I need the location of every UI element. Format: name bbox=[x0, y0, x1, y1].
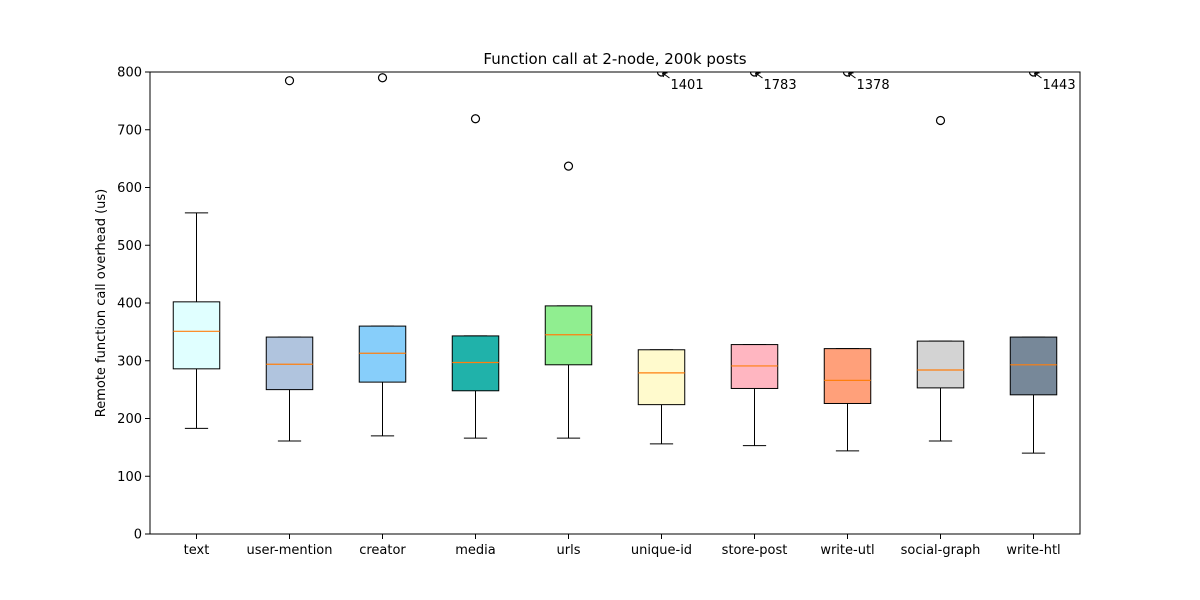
annotation-arrow bbox=[755, 72, 763, 79]
annotation-arrowhead bbox=[848, 72, 854, 78]
box-write-htl bbox=[1009, 336, 1058, 396]
plot-area: 0 100 200 300 400 500 600 700 800 text user-mentio… bbox=[117, 66, 1075, 559]
annotation-arrow bbox=[1034, 72, 1042, 79]
x-tick-label: creator bbox=[359, 543, 406, 558]
box-creator bbox=[358, 325, 407, 383]
annotation-arrowhead bbox=[662, 72, 668, 78]
outlier-point bbox=[563, 161, 574, 171]
x-tick-label: write-htl bbox=[1006, 543, 1060, 558]
x-tick-label: urls bbox=[557, 543, 581, 558]
box-text bbox=[172, 301, 221, 370]
outlier-point bbox=[470, 114, 481, 124]
outlier-point bbox=[284, 76, 295, 86]
box-write-utl bbox=[823, 348, 872, 404]
annotation-arrowhead bbox=[755, 72, 761, 78]
x-tick-label: media bbox=[455, 543, 496, 558]
y-tick-label: 400 bbox=[117, 297, 142, 312]
x-tick-label: write-utl bbox=[820, 543, 874, 558]
annotation-label: 1378 bbox=[857, 78, 890, 93]
y-tick-label: 0 bbox=[134, 528, 142, 543]
chart-title: Function call at 2-node, 200k posts bbox=[483, 50, 746, 68]
box-social-graph bbox=[916, 340, 965, 389]
x-tick-label: store-post bbox=[722, 543, 788, 558]
y-tick-label: 800 bbox=[117, 66, 142, 81]
x-tick-label: text bbox=[184, 543, 210, 558]
annotation-arrowhead bbox=[1034, 72, 1040, 78]
y-tick-label: 700 bbox=[117, 123, 142, 138]
box-user-mention bbox=[265, 336, 314, 391]
outlier-point bbox=[377, 73, 388, 83]
annotation-label: 1783 bbox=[764, 78, 797, 93]
y-tick-label: 300 bbox=[117, 354, 142, 369]
y-tick-label: 500 bbox=[117, 239, 142, 254]
y-tick-label: 600 bbox=[117, 181, 142, 196]
box-unique-id bbox=[637, 349, 686, 406]
y-tick-label: 100 bbox=[117, 470, 142, 485]
y-axis-label: Remote function call overhead (us) bbox=[94, 189, 109, 418]
annotation-label: 1401 bbox=[671, 78, 704, 93]
annotation-label: 1443 bbox=[1043, 78, 1076, 93]
x-tick-label: social-graph bbox=[901, 543, 981, 558]
x-tick-label: user-mention bbox=[246, 543, 332, 558]
outlier-point bbox=[935, 115, 946, 126]
annotation-arrow bbox=[848, 72, 856, 79]
annotation-arrow bbox=[662, 72, 670, 79]
box-media bbox=[451, 335, 500, 392]
y-tick-label: 200 bbox=[117, 412, 142, 427]
x-tick-label: unique-id bbox=[631, 543, 692, 558]
axes-frame bbox=[149, 71, 1081, 535]
